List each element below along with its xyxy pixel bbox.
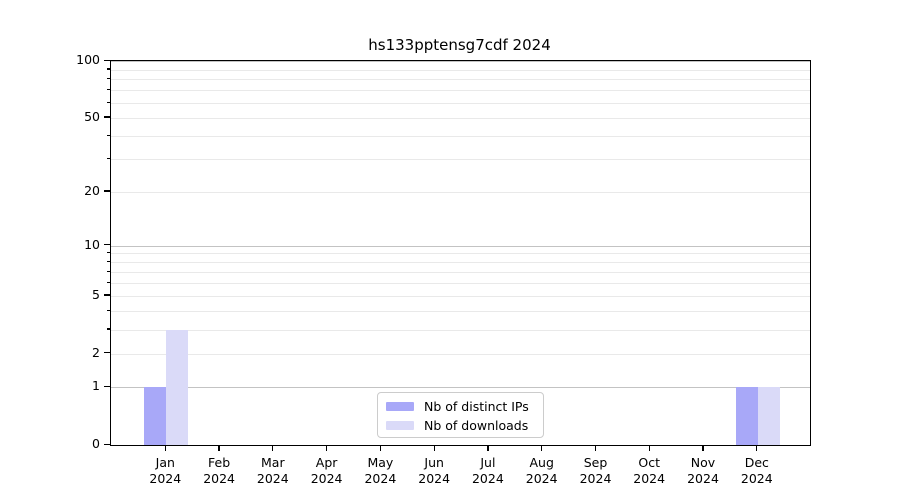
y-minor-tick — [106, 101, 110, 103]
x-tick-label-sep: Sep 2024 — [579, 455, 612, 486]
minor-gridline — [111, 311, 810, 313]
x-tick — [487, 445, 489, 451]
y-tick-label: 1 — [92, 378, 100, 394]
minor-gridline — [111, 103, 810, 104]
x-tick-label-mar: Mar 2024 — [256, 455, 289, 486]
major-gridline — [111, 387, 810, 389]
minor-gridline — [111, 329, 810, 331]
x-tick — [594, 445, 597, 451]
legend: Nb of distinct IPs Nb of downloads — [377, 391, 544, 438]
y-minor-tick — [106, 251, 110, 254]
bar-jan-downloads — [166, 329, 189, 445]
plot-area — [110, 60, 811, 446]
bar-dec-distinct-ips — [735, 387, 758, 445]
x-tick-label-nov: Nov 2024 — [687, 455, 719, 486]
x-tick-label-jul: Jul 2024 — [471, 455, 504, 486]
legend-entry-downloads: Nb of downloads — [378, 417, 543, 435]
x-tick — [541, 445, 543, 451]
legend-swatch-distinct-ips — [386, 402, 414, 411]
x-tick — [218, 445, 220, 451]
minor-gridline — [111, 262, 810, 264]
minor-gridline — [111, 295, 810, 297]
y-minor-tick — [106, 68, 110, 70]
minor-gridline — [111, 136, 810, 137]
minor-gridline — [111, 353, 810, 355]
y-minor-tick — [106, 328, 110, 330]
minor-gridline — [111, 283, 810, 285]
y-tick-label: 0 — [92, 436, 100, 451]
minor-gridline — [111, 272, 810, 273]
y-minor-tick — [106, 157, 110, 160]
minor-gridline — [111, 117, 810, 119]
x-tick-label-apr: Apr 2024 — [310, 455, 343, 486]
y-tick-label: 50 — [84, 108, 100, 124]
minor-gridline — [111, 90, 810, 92]
y-tick — [103, 59, 110, 61]
y-minor-tick — [106, 270, 110, 272]
major-gridline — [111, 61, 810, 62]
y-tick — [103, 294, 110, 296]
x-tick — [702, 445, 704, 451]
y-tick-label: 10 — [84, 236, 100, 252]
legend-swatch-downloads — [386, 421, 414, 430]
y-minor-tick — [106, 88, 110, 91]
x-tick — [164, 445, 166, 451]
y-tick — [103, 190, 110, 192]
x-tick — [379, 445, 382, 451]
y-tick — [103, 385, 110, 388]
y-minor-tick — [106, 281, 110, 283]
legend-label-distinct-ips: Nb of distinct IPs — [424, 399, 529, 414]
y-minor-tick — [106, 134, 110, 136]
y-tick-label: 20 — [84, 182, 100, 198]
legend-label-downloads: Nb of downloads — [424, 418, 529, 433]
x-tick-label-jan: Jan 2024 — [149, 455, 182, 486]
y-minor-tick — [106, 77, 110, 80]
x-tick-label-feb: Feb 2024 — [203, 455, 235, 486]
minor-gridline — [111, 79, 810, 81]
x-tick — [756, 445, 758, 451]
major-gridline — [111, 245, 810, 247]
y-minor-tick — [106, 309, 110, 311]
minor-gridline — [111, 69, 810, 71]
y-tick — [103, 116, 110, 118]
x-tick-label-aug: Aug 2024 — [525, 455, 558, 486]
y-tick — [103, 352, 110, 354]
minor-gridline — [111, 191, 810, 193]
y-tick-label: 2 — [92, 344, 100, 360]
x-tick — [648, 445, 650, 451]
legend-entry-distinct-ips: Nb of distinct IPs — [378, 398, 543, 416]
x-tick-label-dec: Dec 2024 — [740, 455, 773, 486]
y-tick-label: 5 — [92, 286, 100, 302]
chart-title: hs133pptensg7cdf 2024 — [368, 36, 551, 54]
x-tick — [433, 445, 435, 451]
x-tick — [272, 445, 274, 451]
y-tick — [103, 244, 110, 246]
x-tick-label-oct: Oct 2024 — [633, 455, 666, 486]
x-tick-label-may: May 2024 — [364, 455, 397, 486]
y-tick-label: 100 — [76, 52, 100, 67]
y-minor-tick — [106, 260, 110, 263]
minor-gridline — [111, 253, 810, 255]
bar-jan-distinct-ips — [144, 387, 167, 445]
bar-dec-downloads — [757, 387, 780, 445]
minor-gridline — [111, 159, 810, 161]
x-tick — [325, 445, 328, 451]
x-tick-label-jun: Jun 2024 — [418, 455, 451, 486]
y-tick — [103, 443, 110, 445]
